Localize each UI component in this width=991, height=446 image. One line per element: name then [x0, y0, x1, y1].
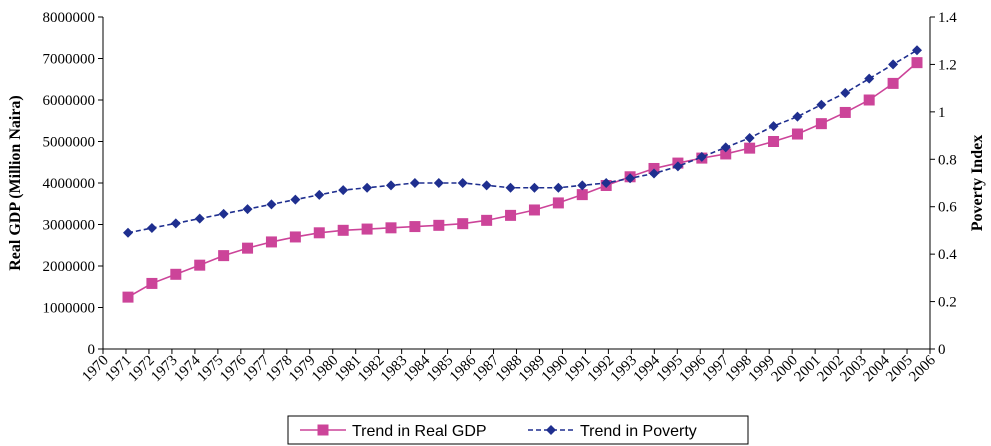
data-point	[481, 214, 493, 226]
y-tick-label: 0	[88, 342, 96, 358]
data-point	[720, 148, 732, 160]
data-point	[696, 151, 707, 162]
legend-box	[287, 415, 749, 445]
data-point	[911, 57, 923, 69]
data-point	[552, 197, 564, 209]
data-point	[314, 189, 325, 200]
data-point	[791, 128, 803, 140]
data-point	[361, 223, 373, 235]
y-tick-label: 3000000	[43, 218, 96, 234]
data-point	[744, 142, 756, 154]
data-point	[768, 121, 779, 132]
y-tick-label: 1000000	[43, 301, 96, 317]
data-point	[265, 236, 277, 248]
data-point	[457, 218, 469, 230]
data-point	[744, 132, 755, 143]
y-tick-label: 4000000	[43, 176, 96, 192]
data-point	[887, 77, 899, 89]
y2-tick-label: 1.4	[938, 10, 957, 26]
data-point	[242, 204, 253, 215]
series-line	[127, 62, 918, 298]
y2-tick-label: 0	[938, 342, 946, 358]
data-point	[815, 118, 827, 130]
data-point	[386, 180, 396, 191]
data-point	[289, 231, 301, 243]
data-point	[505, 182, 516, 193]
data-point	[792, 111, 803, 122]
y-tick-label: 8000000	[43, 10, 96, 26]
y-tick-label: 5000000	[43, 135, 96, 151]
data-point	[672, 161, 683, 172]
data-point	[553, 182, 564, 193]
data-point	[505, 209, 517, 221]
data-point	[170, 268, 182, 280]
y2-tick-label: 0.2	[938, 295, 957, 311]
x-tick-label: 2006	[906, 352, 939, 385]
data-point	[457, 178, 468, 188]
legend-label: Trend in Real GDP	[352, 423, 487, 440]
y-tick-label: 2000000	[43, 259, 96, 275]
y2-tick-label: 1.2	[938, 57, 957, 73]
data-point	[194, 213, 205, 224]
legend-marker	[317, 424, 329, 436]
data-point	[146, 223, 157, 234]
data-point	[529, 182, 540, 193]
data-point	[170, 218, 181, 229]
data-point	[338, 185, 349, 196]
data-point	[194, 259, 206, 271]
data-point	[218, 208, 229, 219]
data-point	[409, 178, 420, 188]
data-point	[816, 99, 827, 110]
data-point	[863, 94, 875, 106]
data-point	[601, 178, 612, 188]
data-point	[385, 222, 397, 234]
data-point	[576, 189, 588, 201]
data-point	[242, 242, 254, 254]
data-point	[912, 45, 922, 56]
data-point	[768, 136, 780, 147]
data-point	[123, 227, 133, 238]
y2-tick-label: 1	[938, 105, 946, 121]
data-point	[528, 204, 540, 216]
data-point	[625, 173, 636, 184]
data-point	[481, 180, 492, 191]
data-point	[888, 59, 899, 70]
data-point	[266, 199, 277, 210]
data-point	[577, 180, 588, 191]
data-point	[840, 87, 851, 98]
legend-label: Trend in Poverty	[580, 423, 697, 440]
y2-tick-label: 0.4	[938, 247, 957, 263]
data-point	[433, 178, 444, 188]
data-point	[649, 168, 659, 179]
data-point	[290, 194, 301, 205]
y-tick-label: 7000000	[43, 52, 96, 68]
data-point	[362, 182, 373, 193]
y-tick-label: 6000000	[43, 93, 96, 109]
y2-tick-label: 0.6	[938, 200, 957, 216]
data-point	[864, 73, 875, 84]
data-point	[720, 142, 731, 153]
data-point	[409, 221, 421, 233]
y-axis-title: Real GDP (Million Naira)	[7, 95, 24, 271]
data-point	[313, 227, 325, 239]
data-point	[839, 106, 851, 118]
y2-axis-title: Poverty Index	[969, 135, 986, 231]
y2-tick-label: 0.8	[938, 152, 957, 168]
data-point	[648, 162, 660, 174]
data-point	[433, 219, 445, 231]
legend-marker	[546, 425, 556, 435]
data-point	[218, 250, 230, 262]
data-point	[122, 291, 134, 303]
data-point	[146, 277, 158, 289]
series-line	[127, 49, 918, 234]
data-point	[337, 224, 349, 236]
